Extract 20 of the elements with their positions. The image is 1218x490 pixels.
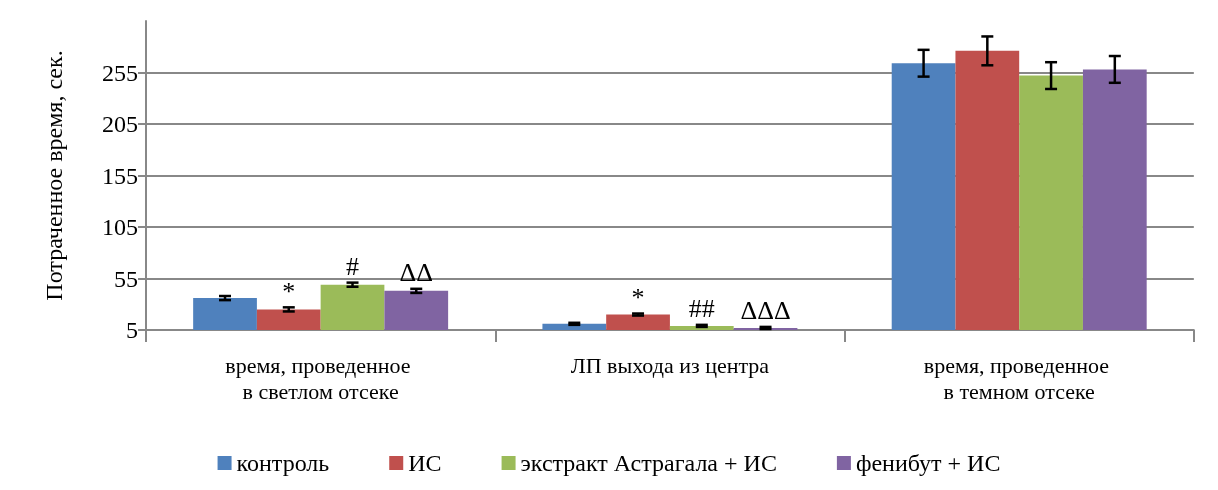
x-tick-label: время, проведенное в светлом отсеке <box>225 352 417 404</box>
x-tick-label: ЛП выхода из центра <box>570 352 770 378</box>
data-label: ## <box>688 294 715 324</box>
data-label: ΔΔ <box>399 258 433 288</box>
x-tick-label: время, проведенное в темном отсеке <box>923 352 1115 404</box>
legend-label: ИС <box>408 450 442 476</box>
data-label: * <box>631 283 645 313</box>
data-label: # <box>346 252 360 282</box>
data-label: * <box>282 276 296 306</box>
y-tick-label: 105 <box>102 214 138 240</box>
y-tick-label: 255 <box>102 59 138 86</box>
y-axis-title: Потраченное время, сек. <box>41 50 67 301</box>
y-tick-label: 5 <box>126 317 138 343</box>
legend-label: фенибут + ИС <box>855 450 1001 476</box>
legend-label: экстракт Астрагала + ИС <box>520 450 777 476</box>
y-tick-label: 155 <box>102 162 138 189</box>
y-tick-label: 205 <box>102 111 138 137</box>
y-tick-label: 55 <box>114 265 138 292</box>
data-label: ΔΔΔ <box>740 296 791 326</box>
legend-label: контроль <box>236 450 330 476</box>
